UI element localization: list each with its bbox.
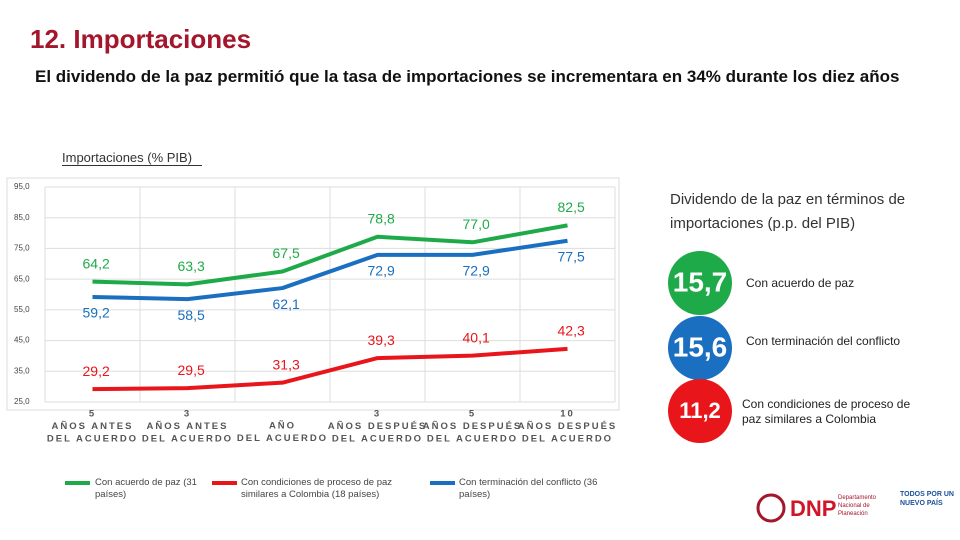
data-label: 58,5 [178, 307, 205, 323]
data-label: 31,3 [273, 356, 300, 372]
logos: DNP Departamento Nacional de Planeación … [756, 491, 954, 523]
x-tick-label: DEL ACUERDO [142, 434, 233, 445]
x-tick-label: AÑO [269, 421, 296, 432]
dividend-text: Con terminación del conflicto [746, 334, 901, 348]
y-tick-label: 75,0 [14, 244, 30, 253]
x-tick-label: AÑOS ANTES [147, 421, 229, 432]
x-tick-label: DEL ACUERDO [522, 434, 613, 445]
y-tick-label: 65,0 [14, 274, 30, 283]
data-label: 64,2 [83, 255, 110, 271]
dividend-value: 15,6 [673, 331, 728, 362]
x-tick-label: 3 [374, 409, 381, 420]
y-tick-label: 95,0 [14, 182, 30, 191]
y-tick-label: 35,0 [14, 366, 30, 375]
x-tick-label: DEL ACUERDO [427, 434, 518, 445]
logo-dnp-name: Departamento Nacional de Planeación [838, 495, 876, 517]
data-label: 67,5 [273, 245, 300, 261]
y-tick-label: 25,0 [14, 397, 30, 406]
data-label: 29,5 [178, 362, 205, 378]
x-tick-label: 5 [469, 409, 476, 420]
data-label: 42,3 [558, 323, 585, 339]
series-line [92, 223, 568, 287]
dividend-text: Con condiciones de proceso de paz simila… [742, 397, 911, 426]
series-line [92, 346, 568, 392]
x-tick-label: 3 [184, 409, 191, 420]
data-label: 62,1 [273, 296, 300, 312]
legend-label: Con terminación del conflicto (36 países… [459, 477, 598, 500]
slide-subtitle: El dividendo de la paz permitió que la t… [35, 67, 900, 86]
data-label: 29,2 [83, 363, 110, 379]
logo-dnp-name-box: Departamento Nacional de Planeación [838, 495, 876, 517]
y-tick-label: 45,0 [14, 336, 30, 345]
x-tick-label: 10 [560, 409, 575, 420]
x-tick-label: AÑOS ANTES [52, 421, 134, 432]
slide-title: 12. Importaciones [30, 24, 252, 54]
x-tick-label: 5 [89, 409, 96, 420]
dividend-text: Con acuerdo de paz [746, 276, 855, 290]
dividend-circle [668, 316, 732, 380]
data-label: 72,9 [368, 263, 395, 279]
y-tick-label: 55,0 [14, 305, 30, 314]
x-tick-label: AÑOS DESPUÉS [423, 421, 523, 432]
data-label: 78,8 [368, 210, 395, 226]
dividend-circle [668, 379, 732, 443]
dividend-value: 11,2 [679, 398, 721, 423]
logo-seal [756, 493, 786, 523]
x-tick-label: DEL ACUERDO [237, 433, 328, 444]
data-label: 40,1 [463, 329, 490, 345]
dividend-value: 15,7 [673, 266, 728, 297]
dividend-title: Dividendo de la paz en términos de impor… [670, 191, 906, 232]
legend-label: Con acuerdo de paz (31 países) [95, 477, 197, 500]
legend-label: Con condiciones de proceso de paz simila… [241, 477, 393, 500]
x-tick-label: AÑOS DESPUÉS [518, 421, 618, 432]
logo-gov-box: TODOS POR UN NUEVO PAÍS [900, 491, 954, 507]
data-label: 39,3 [368, 332, 395, 348]
data-label: 63,3 [178, 258, 205, 274]
dividend-circle [668, 251, 732, 315]
data-label: 77,5 [558, 248, 585, 264]
data-label: 82,5 [558, 199, 585, 215]
y-tick-label: 85,0 [14, 213, 30, 222]
data-label: 59,2 [83, 305, 110, 321]
series-line [92, 238, 568, 302]
chart-frame [6, 177, 620, 411]
x-tick-label: AÑOS DESPUÉS [328, 421, 428, 432]
data-label: 77,0 [463, 216, 490, 232]
logo-dnp: DNP [790, 496, 836, 521]
logo-gov: TODOS POR UN NUEVO PAÍS [900, 491, 954, 507]
axis-title: Importaciones (% PIB) [62, 150, 203, 166]
x-tick-label: DEL ACUERDO [332, 434, 423, 445]
data-label: 72,9 [463, 263, 490, 279]
x-tick-label: DEL ACUERDO [47, 434, 138, 445]
